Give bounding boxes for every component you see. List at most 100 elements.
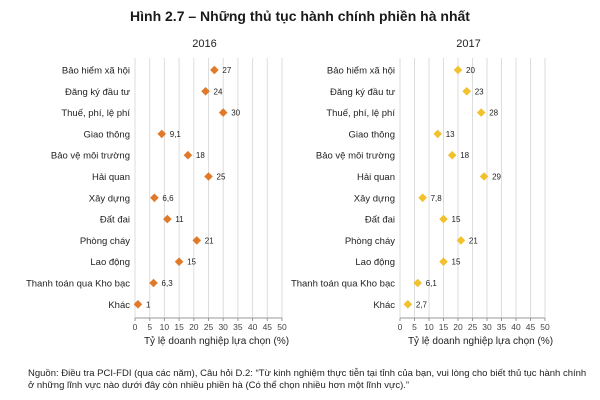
data-point-marker — [476, 108, 486, 117]
category-label: Hải quan — [92, 172, 130, 183]
x-axis-title: Tỷ lệ doanh nghiệp lựa chọn (%) — [144, 335, 289, 347]
data-value-label: 29 — [492, 173, 501, 182]
data-value-label: 11 — [175, 215, 184, 224]
x-tick-label: 40 — [511, 322, 521, 332]
x-tick-label: 45 — [263, 322, 273, 332]
category-label: Đất đai — [365, 215, 395, 226]
data-point-marker — [149, 278, 158, 288]
x-tick-label: 35 — [233, 322, 243, 332]
data-value-label: 20 — [466, 66, 475, 75]
x-tick-label: 5 — [412, 322, 417, 332]
data-point-marker — [413, 278, 422, 288]
x-axis-title: Tỷ lệ doanh nghiệp lựa chọn (%) — [408, 335, 553, 347]
data-point-marker — [133, 300, 143, 309]
x-tick-label: 35 — [497, 322, 507, 332]
x-tick-label: 40 — [248, 322, 258, 332]
category-label: Giao thông — [84, 129, 130, 140]
category-label: Thanh toán qua Kho bạc — [291, 279, 395, 290]
data-value-label: 15 — [452, 258, 461, 267]
category-label: Giao thông — [349, 129, 395, 140]
data-point-marker — [418, 193, 427, 203]
data-point-marker — [433, 129, 442, 139]
data-value-label: 6,3 — [162, 279, 174, 288]
category-label: Phòng cháy — [80, 236, 130, 247]
panel-title: 2016 — [192, 38, 216, 50]
data-value-label: 6,1 — [426, 279, 438, 288]
x-tick-label: 45 — [526, 322, 536, 332]
data-value-label: 18 — [196, 151, 205, 160]
data-point-marker — [201, 87, 210, 96]
category-label: Lao động — [90, 257, 130, 268]
data-value-label: 15 — [452, 215, 461, 224]
x-tick-label: 10 — [160, 322, 170, 332]
category-label: Hải quan — [357, 172, 395, 183]
data-point-marker — [183, 150, 193, 160]
x-tick-label: 5 — [147, 322, 152, 332]
x-tick-label: 50 — [540, 322, 550, 332]
data-point-marker — [163, 214, 172, 224]
data-point-marker — [439, 214, 448, 224]
category-label: Xây dựng — [89, 193, 130, 204]
x-tick-label: 0 — [133, 322, 138, 332]
data-point-marker — [218, 108, 228, 117]
category-label: Bảo hiểm xã hội — [62, 66, 130, 77]
data-value-label: 23 — [475, 87, 484, 96]
category-label: Lao động — [355, 257, 395, 268]
data-point-marker — [403, 300, 413, 309]
category-label: Bảo vệ môi trường — [316, 151, 395, 162]
data-value-label: 9,1 — [170, 130, 182, 139]
x-tick-label: 15 — [174, 322, 184, 332]
data-value-label: 21 — [205, 236, 214, 245]
data-point-marker — [150, 193, 159, 203]
data-value-label: 18 — [460, 151, 469, 160]
x-tick-label: 15 — [439, 322, 449, 332]
data-value-label: 28 — [489, 109, 498, 118]
category-label: Phòng cháy — [345, 236, 395, 247]
category-label: Khác — [373, 300, 395, 311]
category-label: Khác — [108, 300, 130, 311]
data-value-label: 1 — [146, 300, 151, 309]
category-label: Bảo vệ môi trường — [51, 151, 130, 162]
data-value-label: 6,6 — [162, 194, 174, 203]
x-tick-label: 25 — [204, 322, 214, 332]
figure-title: Hình 2.7 – Những thủ tục hành chính phiề… — [130, 8, 470, 24]
data-point-marker — [456, 236, 466, 245]
x-tick-label: 30 — [218, 322, 228, 332]
source-note: Nguồn: Điều tra PCI-FDI (qua các năm), C… — [28, 368, 587, 391]
data-value-label: 21 — [469, 236, 478, 245]
data-point-marker — [174, 257, 184, 266]
data-value-label: 7,8 — [431, 194, 443, 203]
category-label: Bảo hiểm xã hội — [327, 66, 395, 77]
data-value-label: 27 — [222, 66, 231, 75]
x-tick-label: 0 — [398, 322, 403, 332]
data-point-marker — [157, 129, 167, 139]
category-label: Thanh toán qua Kho bạc — [26, 279, 130, 290]
category-label: Thuế, phí, lệ phí — [61, 108, 130, 119]
x-tick-label: 10 — [424, 322, 434, 332]
data-point-marker — [192, 236, 202, 245]
data-point-marker — [479, 172, 489, 181]
data-point-marker — [439, 257, 448, 266]
panel-title: 2017 — [456, 38, 480, 50]
data-value-label: 30 — [231, 109, 240, 118]
data-value-label: 15 — [187, 258, 196, 267]
category-label: Đất đai — [100, 215, 130, 226]
x-tick-label: 30 — [482, 322, 492, 332]
x-tick-label: 25 — [468, 322, 478, 332]
data-point-marker — [447, 150, 457, 160]
category-label: Đăng ký đầu tư — [330, 87, 396, 98]
x-tick-label: 20 — [189, 322, 199, 332]
category-label: Thuế, phí, lệ phí — [326, 108, 395, 119]
category-label: Đăng ký đầu tư — [65, 87, 131, 98]
data-value-label: 2,7 — [416, 300, 428, 309]
data-point-marker — [453, 65, 463, 75]
data-value-label: 13 — [446, 130, 455, 139]
data-point-marker — [210, 65, 219, 75]
data-value-label: 25 — [217, 173, 226, 182]
data-value-label: 24 — [214, 87, 223, 96]
data-point-marker — [462, 87, 471, 96]
category-label: Xây dựng — [354, 193, 395, 204]
x-tick-label: 20 — [453, 322, 463, 332]
x-tick-label: 50 — [277, 322, 287, 332]
